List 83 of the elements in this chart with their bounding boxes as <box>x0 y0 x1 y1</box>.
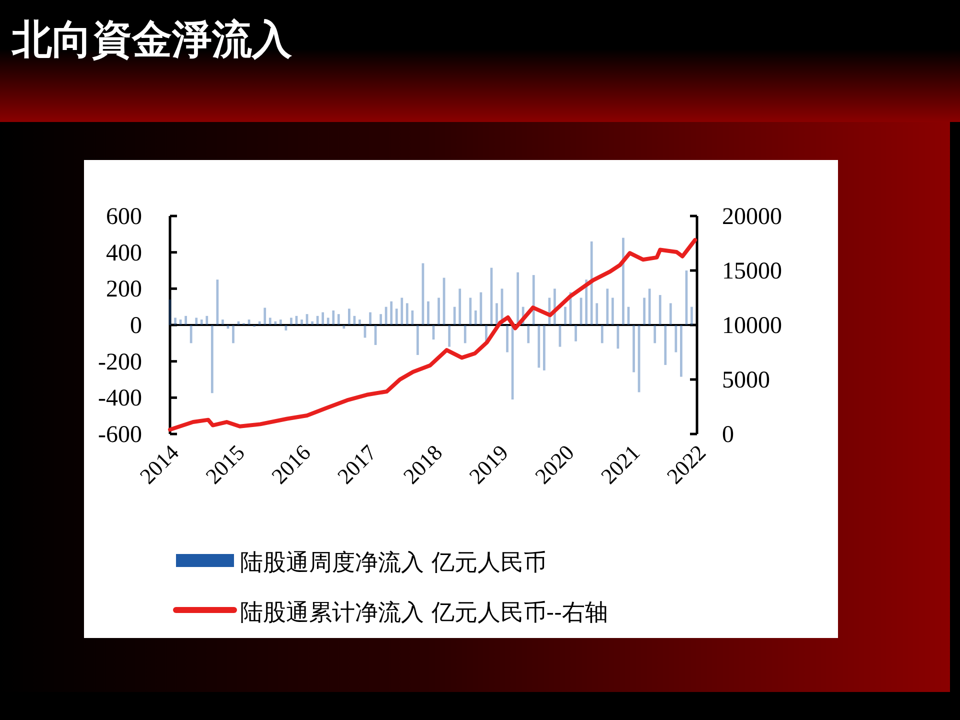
bar <box>538 325 540 368</box>
bar <box>411 310 414 325</box>
bar <box>416 325 419 355</box>
bar <box>438 298 440 325</box>
y-tick-label: 0 <box>130 313 142 339</box>
bar <box>622 238 624 325</box>
y-tick-label: 600 <box>106 204 142 230</box>
bar <box>279 320 282 325</box>
legend-label: 陆股通累计净流入 亿元人民币--右轴 <box>240 600 608 626</box>
y2-tick-label: 0 <box>722 422 734 448</box>
bar <box>516 272 520 325</box>
bar <box>564 306 566 325</box>
bar <box>427 301 430 325</box>
bar <box>342 325 346 329</box>
bar <box>190 325 192 344</box>
bar <box>395 308 398 325</box>
bar <box>258 321 261 325</box>
chart-title: 北向資金淨流入 <box>12 16 292 65</box>
y-tick-label: 400 <box>106 240 142 266</box>
y-tick-label: 200 <box>106 276 142 303</box>
bar <box>274 321 277 325</box>
bar <box>648 288 651 325</box>
y-tick-label: -200 <box>98 349 142 376</box>
bar <box>406 303 408 325</box>
legend-label: 陆股通周度净流入 亿元人民币 <box>240 550 546 576</box>
bar <box>222 320 224 325</box>
bar <box>358 320 361 325</box>
bar <box>680 325 682 377</box>
y-tick-label: -400 <box>98 386 142 412</box>
bar <box>474 310 477 325</box>
bar <box>654 325 656 344</box>
bar <box>300 320 303 325</box>
y2-tick-label: 20000 <box>722 204 782 230</box>
bar <box>384 306 388 325</box>
bar <box>506 325 508 352</box>
bar <box>574 325 577 342</box>
bar <box>600 325 604 344</box>
bar <box>690 306 693 325</box>
bar <box>664 325 667 365</box>
bar <box>326 318 330 325</box>
y2-tick-label: 10000 <box>722 313 782 339</box>
bar <box>669 303 672 325</box>
y2-tick-label: 15000 <box>722 258 782 284</box>
bar <box>184 316 187 325</box>
bar <box>332 310 335 325</box>
y2-tick-label: 5000 <box>722 368 770 394</box>
bar <box>532 275 535 325</box>
bar <box>590 241 593 325</box>
bar <box>458 288 462 325</box>
bar <box>195 318 198 325</box>
bar <box>658 295 662 325</box>
bar <box>542 325 546 370</box>
bar <box>469 298 472 325</box>
bar <box>380 314 382 325</box>
bar <box>453 306 456 325</box>
bar <box>337 314 340 325</box>
bar <box>596 303 598 325</box>
bar <box>369 312 372 325</box>
bar <box>390 301 393 325</box>
bar <box>611 298 614 325</box>
bar <box>674 325 678 352</box>
bar <box>200 320 203 325</box>
bar <box>232 325 234 344</box>
y-tick-label: -600 <box>98 422 142 448</box>
bar <box>348 308 350 325</box>
bar <box>174 318 176 325</box>
bar <box>448 325 450 347</box>
bar <box>210 325 214 394</box>
bar <box>206 316 208 325</box>
bar <box>643 298 646 325</box>
bar <box>606 288 609 325</box>
bar <box>268 318 272 325</box>
bar <box>400 298 404 325</box>
bar <box>527 325 530 344</box>
bar <box>311 321 314 325</box>
bar <box>464 325 466 344</box>
bar <box>322 312 324 325</box>
bar <box>216 280 219 325</box>
bar <box>632 325 635 372</box>
bar <box>264 308 266 325</box>
bar <box>290 318 292 325</box>
bar <box>480 292 482 325</box>
bar <box>496 303 498 325</box>
